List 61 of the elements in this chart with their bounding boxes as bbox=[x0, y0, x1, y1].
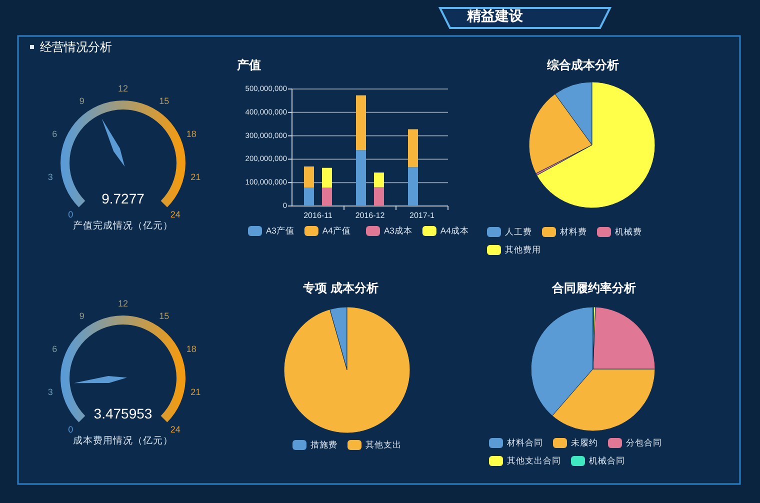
legend-item: 其他支出合同 bbox=[489, 455, 561, 466]
x-tick-label: 2016-11 bbox=[304, 211, 333, 220]
text: 18 bbox=[186, 129, 196, 140]
x-tick-label: 2016-12 bbox=[355, 211, 386, 220]
text: 21 bbox=[190, 172, 201, 182]
x-tick-label: 2017-1 bbox=[410, 211, 435, 220]
text: 3 bbox=[48, 172, 53, 182]
legend-item: 分包合同 bbox=[608, 437, 662, 448]
text: 0 bbox=[68, 210, 74, 220]
legend-label: 措施费 bbox=[310, 439, 338, 450]
legend-item: 材料合同 bbox=[489, 437, 543, 448]
chart-title: 专项 成本分析 bbox=[302, 281, 378, 296]
text: 6 bbox=[52, 129, 58, 140]
text: 12 bbox=[118, 298, 128, 308]
chart-title: 合同履约率分析 bbox=[551, 281, 636, 296]
legend-item: A3成本 bbox=[366, 225, 412, 236]
legend-item: 机械费 bbox=[597, 226, 642, 237]
legend-item: 未履约 bbox=[553, 437, 598, 448]
legend-label: 其他支出合同 bbox=[507, 455, 561, 466]
legend-label: 其他支出 bbox=[366, 439, 402, 450]
legend-label: 人工费 bbox=[505, 226, 532, 236]
text: 15 bbox=[159, 310, 170, 321]
text: 21 bbox=[190, 386, 201, 397]
text: 12 bbox=[118, 83, 128, 94]
legend-item: 材料费 bbox=[542, 226, 587, 237]
legend-label: A3产值 bbox=[266, 225, 294, 236]
text: 24 bbox=[170, 424, 180, 435]
legend-label: A4成本 bbox=[440, 225, 469, 236]
data-label: 3.475953 bbox=[94, 406, 152, 422]
text: 18 bbox=[186, 344, 196, 354]
chart-title: 综合成本分析 bbox=[546, 58, 619, 72]
text: 0 bbox=[68, 424, 74, 435]
legend-item: A4成本 bbox=[422, 225, 469, 236]
legend-label: 材料合同 bbox=[506, 437, 543, 448]
legend-item: 其他支出 bbox=[348, 439, 402, 450]
text: 3 bbox=[48, 386, 53, 397]
legend-label: 未履约 bbox=[571, 437, 598, 448]
legend-item: 措施费 bbox=[292, 439, 338, 450]
legend-label: A4产值 bbox=[322, 225, 351, 236]
data-label: 9.7277 bbox=[102, 190, 145, 207]
legend-label: 材料费 bbox=[559, 226, 587, 236]
text: 产值完成情况（亿元） bbox=[73, 220, 173, 232]
legend-item: A4产值 bbox=[304, 225, 351, 236]
chart-title: 产值 bbox=[236, 58, 261, 72]
legend-label: 其他费用 bbox=[505, 244, 541, 254]
legend-label: 机械费 bbox=[615, 226, 642, 236]
text: 经营情况分析 bbox=[40, 40, 112, 54]
text: 15 bbox=[159, 96, 170, 106]
legend-item: 人工费 bbox=[487, 226, 532, 237]
text: 9 bbox=[79, 96, 84, 106]
text: 24 bbox=[170, 210, 180, 220]
legend-label: 分包合同 bbox=[626, 437, 662, 448]
legend-item: 其他费用 bbox=[487, 244, 541, 255]
text: 成本费用情况（亿元） bbox=[73, 434, 173, 447]
text: 9 bbox=[79, 310, 84, 321]
text: 精益建设 bbox=[466, 8, 524, 24]
legend-label: A3成本 bbox=[384, 225, 412, 236]
legend-item: A3产值 bbox=[248, 225, 294, 236]
text: 6 bbox=[52, 344, 58, 354]
legend-item: 机械合同 bbox=[571, 455, 625, 466]
legend-label: 机械合同 bbox=[589, 455, 625, 466]
